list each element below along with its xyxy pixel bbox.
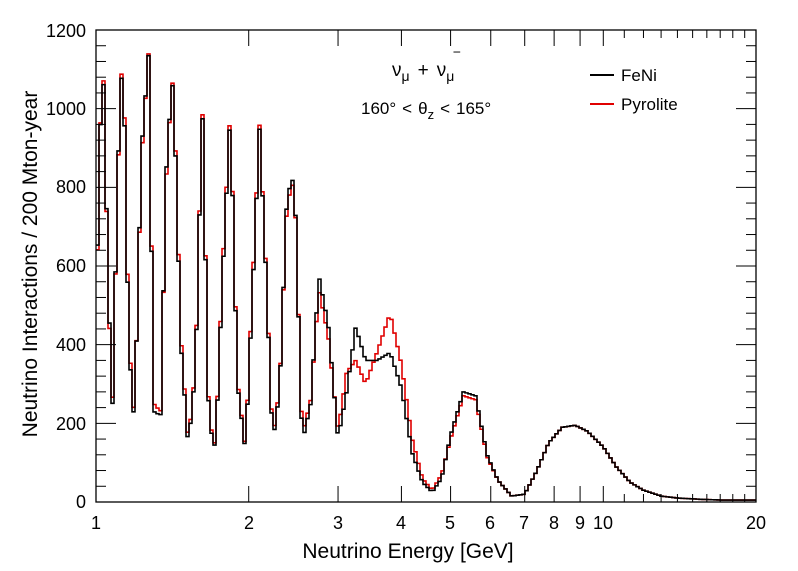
angle-high: 165° — [456, 99, 491, 118]
x-tick-label: 20 — [746, 513, 766, 533]
series-feni-line — [96, 54, 756, 501]
mu-subscript: μ — [446, 68, 454, 84]
y-tick-label: 200 — [56, 414, 86, 434]
tick-marks — [95, 29, 757, 503]
x-tick-label: 8 — [549, 513, 559, 533]
angle-annotation: 160° < θz <165° — [361, 99, 491, 122]
legend-label-feni: FeNi — [621, 66, 657, 85]
nu-symbol: ν — [392, 60, 402, 81]
less-than: < — [402, 99, 412, 118]
plus-sign: + — [418, 60, 429, 81]
y-tick-label: 800 — [56, 177, 86, 197]
x-tick-label: 5 — [445, 513, 455, 533]
y-tick-label: 600 — [56, 256, 86, 276]
mu-subscript: μ — [402, 68, 410, 84]
series-layer — [96, 53, 756, 501]
legend-label-pyrolite: Pyrolite — [621, 95, 678, 114]
x-tick-label: 1 — [91, 513, 101, 533]
theta-symbol: θ — [418, 99, 427, 118]
angle-low: 160° — [361, 99, 396, 118]
y-tick-label: 400 — [56, 335, 86, 355]
y-tick-label: 1200 — [46, 21, 86, 41]
legend: FeNi Pyrolite — [590, 66, 678, 114]
nubar-symbol: ν — [437, 60, 447, 81]
x-tick-label: 2 — [244, 513, 254, 533]
less-than: < — [440, 99, 450, 118]
flavor-annotation: νμ + νμ — [392, 60, 454, 84]
theta-subscript: z — [428, 107, 435, 122]
y-axis-title: Neutrino Interactions / 200 Mton-year — [19, 91, 42, 438]
x-tick-label: 4 — [396, 513, 406, 533]
x-tick-label: 10 — [593, 513, 613, 533]
x-tick-label: 9 — [575, 513, 585, 533]
y-tick-label: 1000 — [46, 99, 86, 119]
x-tick-label: 6 — [485, 513, 495, 533]
antineutrino-bar: ‾ — [453, 50, 461, 69]
x-axis-title: Neutrino Energy [GeV] — [302, 540, 513, 563]
x-tick-label: 3 — [333, 513, 343, 533]
x-tick-label: 7 — [519, 513, 529, 533]
y-tick-label: 0 — [76, 492, 86, 512]
